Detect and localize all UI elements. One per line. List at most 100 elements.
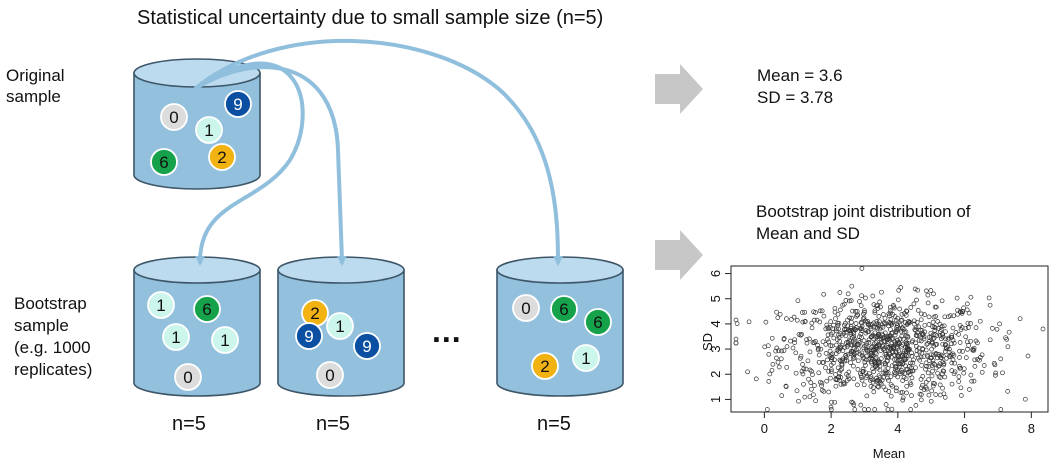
scatter-point [882,347,888,353]
scatter-point [916,324,922,330]
scatter-point [1005,389,1011,394]
scatter-point [877,326,883,332]
scatter-point [930,332,936,338]
scatter-point [817,308,823,314]
scatter-point [883,402,889,407]
scatter-point [893,388,899,394]
scatter-point [971,348,977,353]
scatter-point [977,318,983,324]
scatter-point [900,350,906,356]
scatter-point [953,330,959,335]
scatter-point [946,335,952,341]
scatter-point [863,362,868,368]
scatter-point [881,370,887,376]
scatter-point [861,315,867,321]
scatter-point [915,308,921,313]
scatter-point [870,377,876,383]
scatter-point [851,351,857,356]
scatter-point [854,313,859,319]
scatter-point [834,348,840,353]
gray-arrow-bottom-icon [655,230,703,280]
scatter-point [859,335,864,340]
bootstrap-label-line2: sample [14,316,69,335]
scatter-point [874,303,879,309]
scatter-point [899,359,904,365]
scatter-point [833,376,839,382]
scatter-point [901,355,907,361]
scatter-point [968,321,973,326]
scatter-point [884,337,890,343]
scatter-point [926,314,932,320]
scatter-point [858,402,864,408]
scatter-point [868,353,874,359]
scatter-point [929,373,935,379]
scatter-point [922,329,928,335]
scatter-point [849,399,855,405]
scatter-point [860,316,866,322]
scatter-point [949,360,955,366]
scatter-point [961,305,966,311]
scatter-point [861,338,867,343]
scatter-point [895,323,900,329]
scatter-point [763,319,769,325]
scatter-point [926,392,932,398]
scatter-point [792,340,797,345]
scatter-point [963,334,969,340]
scatter-point [902,311,907,316]
scatter-point [828,362,834,368]
scatter-point [870,293,876,299]
ball-original-1: 1 [195,116,223,144]
scatter-point [770,361,776,367]
scatter-point [956,379,962,384]
scatter-point [957,340,963,345]
ball-b2-2: 2 [301,299,329,327]
scatter-point [815,347,821,353]
scatter-point [899,325,905,331]
scatter-point [842,381,848,387]
scatter-point [929,388,935,394]
scatter-point [831,335,837,341]
scatter-point [855,382,860,388]
scatter-point [941,323,947,329]
scatter-point [925,292,931,298]
scatter-point [930,319,936,325]
scatter-point [811,317,817,323]
scatter-point [883,371,889,376]
scatter-point [881,312,886,317]
scatter-point [966,325,971,330]
scatter-point [911,301,917,307]
scatter-point [950,357,956,363]
scatter-point [879,335,885,341]
scatter-point [969,378,975,384]
scatter-point [1000,370,1005,376]
ball-b3-6b: 6 [584,308,612,336]
scatter-point [855,367,861,372]
scatter-point [909,353,915,359]
scatter-point [777,311,783,317]
scatter-point [994,326,1000,332]
original-label-line1: Original [6,66,65,85]
svg-text:0: 0 [521,299,530,318]
scatter-point [843,298,849,303]
scatter-point [930,358,936,363]
n-label-bootstrap-3: n=5 [537,413,571,435]
scatter-point [1040,326,1046,332]
scatter-point [921,336,927,342]
scatter-point [893,318,899,323]
scatter-point [963,325,969,331]
svg-text:0: 0 [183,368,192,387]
scatter-point [873,340,879,345]
scatter-point [894,321,900,326]
scatter-point [833,372,838,377]
gray-arrow-top-icon [655,64,703,114]
scatter-point [799,368,805,374]
scatter-point [839,357,845,363]
scatter-point [767,371,773,377]
scatter-point [907,372,913,377]
scatter-point [865,319,870,324]
scatter-point [778,356,784,362]
scatter-point [975,340,980,346]
scatter-point [941,361,947,366]
scatter-point [904,383,910,389]
